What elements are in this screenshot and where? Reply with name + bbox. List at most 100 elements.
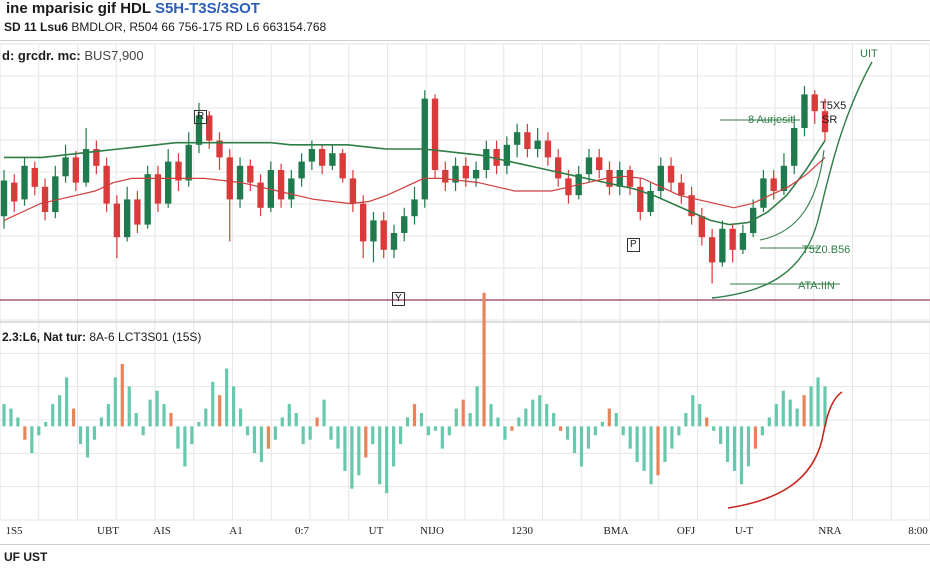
candle-body — [729, 228, 736, 250]
histogram-bar — [252, 426, 257, 454]
histogram-bar — [691, 395, 695, 427]
histogram-bar — [586, 426, 591, 449]
histogram-bar — [308, 426, 312, 440]
histogram-bar — [378, 426, 382, 485]
histogram-bar — [85, 426, 90, 458]
candle-body — [154, 174, 162, 204]
histogram-bar — [670, 426, 674, 449]
candle-body — [401, 216, 408, 233]
histogram-bar — [357, 426, 361, 476]
candle-body — [52, 176, 59, 212]
histogram-bar — [475, 386, 479, 427]
histogram-bar — [99, 417, 104, 427]
histogram-bar — [552, 413, 556, 427]
candle-body — [380, 220, 387, 250]
histogram-bar — [705, 417, 709, 427]
trend-line-green-inner — [759, 149, 825, 241]
histogram-bar — [663, 426, 667, 462]
candle-body — [31, 167, 38, 187]
annotation-top: T5X5 — [820, 100, 847, 112]
subtitle-values: BMDLOR, R504 66 756-175 RD L6 663154.768 — [71, 20, 327, 34]
x-tick-label: AIS — [153, 525, 171, 537]
x-tick-label: 0:7 — [295, 525, 310, 537]
histogram-bar — [204, 408, 208, 427]
histogram-bar — [238, 408, 243, 427]
candle-body — [472, 170, 480, 179]
histogram-bar — [440, 426, 444, 449]
x-tick-label: NIJO — [420, 525, 444, 537]
histogram-bar — [127, 386, 131, 427]
ma-red-line — [3, 156, 826, 221]
histogram-bar — [628, 426, 632, 449]
histogram-bar — [266, 426, 270, 449]
candle-body — [93, 149, 100, 166]
price-legend-label: d: grcdr. mc: — [2, 48, 81, 63]
chart-header: ine mparisic gif HDL S5H-T3S/3SOT SD 11 … — [0, 0, 930, 40]
histogram-bar — [774, 404, 778, 427]
candle-body — [801, 94, 808, 128]
candle-body — [616, 170, 623, 187]
x-tick-label: UT — [369, 525, 384, 537]
histogram-bar — [816, 377, 820, 427]
candle-body — [370, 220, 377, 242]
marker-r: R — [194, 110, 208, 124]
histogram-bar — [823, 386, 827, 427]
candle-body — [113, 203, 121, 238]
histogram-bar — [16, 417, 20, 427]
histogram-bar — [169, 413, 173, 427]
x-tick-label: U-T — [735, 525, 754, 537]
candle-body — [821, 111, 829, 133]
histogram-bar — [9, 408, 13, 427]
candle-body — [708, 237, 716, 263]
candle-body — [298, 161, 305, 179]
candle-body — [667, 165, 675, 183]
candle-body — [698, 216, 706, 238]
histogram-bar — [649, 426, 653, 485]
x-tick-label: A1 — [229, 525, 242, 537]
candle-body — [739, 233, 747, 250]
x-tick-label: 1230 — [511, 525, 534, 537]
histogram-bar — [141, 426, 145, 436]
histogram-bar — [245, 426, 250, 436]
histogram-bar — [614, 413, 618, 427]
candle-body — [483, 149, 490, 170]
candle-body — [308, 149, 316, 162]
histogram-bar — [218, 395, 222, 427]
annotation-ut: UIT — [860, 48, 878, 60]
x-tick-label: BMA — [603, 525, 628, 537]
histogram-bar — [134, 413, 138, 427]
candle-body — [11, 182, 18, 202]
candle-body — [719, 228, 726, 263]
histogram-bar — [767, 417, 771, 427]
histogram-bar — [433, 426, 437, 431]
candle-body — [339, 153, 346, 179]
title-accent-text: S5H-T3S/3SOT — [154, 0, 260, 17]
histogram-bar — [197, 421, 201, 427]
footer-label: UF UST — [4, 550, 48, 564]
histogram-bar — [732, 426, 737, 471]
candle-body — [688, 195, 695, 217]
indicator-legend-value: 8A-6 LCT3S01 (15S) — [89, 330, 202, 344]
histogram-bar — [454, 408, 458, 427]
histogram-bar — [148, 399, 152, 427]
annotation-sr: SR — [822, 114, 838, 126]
candle-body — [770, 178, 777, 191]
histogram-bar — [78, 426, 83, 445]
histogram-bar — [51, 404, 55, 427]
histogram-bar — [392, 426, 396, 467]
histogram-bar — [559, 426, 563, 431]
histogram-bar — [426, 426, 431, 436]
price-legend-value: BUS7,900 — [84, 48, 144, 63]
histogram-bar — [405, 417, 410, 427]
candle-body — [277, 170, 285, 200]
histogram-bar — [336, 426, 340, 449]
histogram-bar — [802, 395, 806, 427]
histogram-bar — [273, 426, 277, 440]
x-tick-label: 8:00 — [908, 525, 928, 537]
histogram-bar — [44, 421, 48, 427]
histogram-bar — [719, 426, 723, 445]
histogram-bar — [280, 417, 284, 427]
candle-body — [175, 161, 182, 181]
candle-body — [596, 157, 603, 170]
